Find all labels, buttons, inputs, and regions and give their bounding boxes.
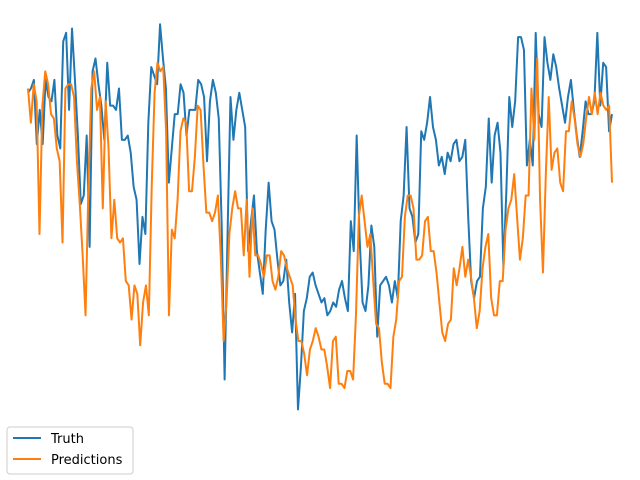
legend-label-truth: Truth	[50, 432, 84, 447]
series-layer	[27, 23, 613, 411]
legend: Truth Predictions	[6, 426, 134, 475]
legend-label-predictions: Predictions	[51, 453, 123, 468]
series-line-predictions	[27, 57, 613, 390]
series-line-truth	[27, 23, 613, 411]
